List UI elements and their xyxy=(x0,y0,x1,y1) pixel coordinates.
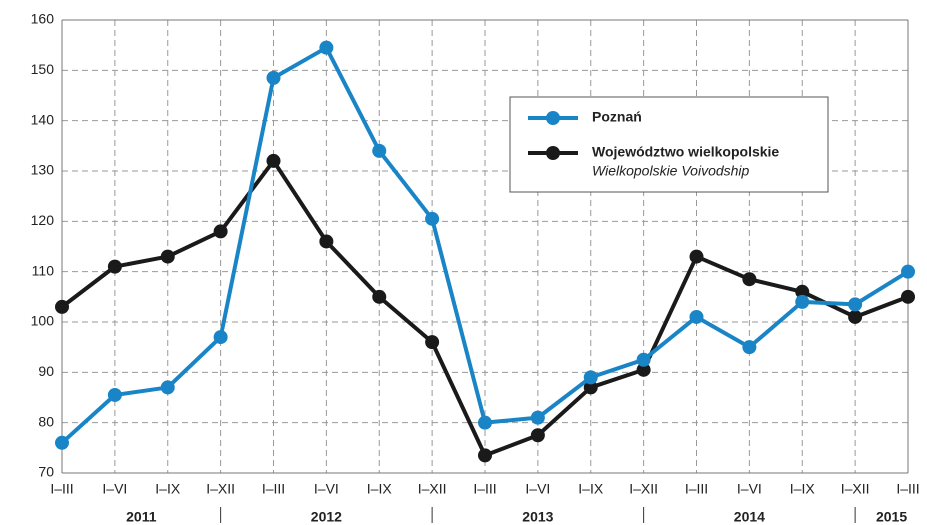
series-marker xyxy=(795,284,810,299)
x-tick-label: I–III xyxy=(473,481,496,497)
series-marker xyxy=(372,289,387,304)
y-tick-label: 150 xyxy=(31,61,55,77)
legend-label: Poznań xyxy=(592,109,642,125)
series-marker xyxy=(160,249,175,264)
x-tick-label: I–IX xyxy=(155,481,181,497)
year-label: 2014 xyxy=(734,509,765,525)
x-tick-label: I–IX xyxy=(790,481,816,497)
x-tick-label: I–IX xyxy=(578,481,604,497)
x-tick-label: I–XII xyxy=(629,481,658,497)
series-marker xyxy=(160,380,175,395)
series-marker xyxy=(530,410,545,425)
x-tick-label: I–VI xyxy=(525,481,550,497)
x-tick-label: I–IX xyxy=(367,481,393,497)
series-marker xyxy=(55,435,69,450)
series-marker xyxy=(55,299,69,314)
series-marker xyxy=(530,428,545,443)
series-marker xyxy=(742,340,757,355)
x-tick-label: I–XII xyxy=(206,481,235,497)
series-marker xyxy=(848,309,863,324)
series-marker xyxy=(425,211,440,226)
x-tick-label: I–III xyxy=(262,481,285,497)
y-tick-label: 120 xyxy=(31,212,55,228)
series-marker xyxy=(636,362,651,377)
series-marker xyxy=(107,259,122,274)
year-label: 2011 xyxy=(126,509,157,525)
x-tick-label: I–VI xyxy=(737,481,762,497)
series-marker xyxy=(583,370,598,385)
legend-swatch-marker xyxy=(546,111,560,125)
series-marker xyxy=(266,70,281,85)
series-marker xyxy=(583,380,598,395)
series-marker xyxy=(478,448,492,463)
y-tick-label: 160 xyxy=(31,11,55,27)
series-marker xyxy=(478,415,492,430)
series-marker xyxy=(742,272,757,287)
series-marker xyxy=(689,309,704,324)
year-label: 2015 xyxy=(876,509,907,525)
x-tick-label: I–XII xyxy=(841,481,870,497)
series-marker xyxy=(795,294,810,309)
x-tick-label: I–III xyxy=(50,481,73,497)
y-tick-label: 70 xyxy=(38,464,54,480)
legend-swatch-marker xyxy=(546,146,560,160)
series-marker xyxy=(636,352,651,367)
x-tick-label: I–III xyxy=(685,481,708,497)
series-marker xyxy=(319,234,334,249)
y-tick-label: 80 xyxy=(38,413,54,429)
year-label: 2013 xyxy=(522,509,553,525)
series-marker xyxy=(901,289,915,304)
series-marker xyxy=(213,330,228,345)
series-marker xyxy=(372,143,387,158)
series-marker xyxy=(848,297,863,312)
series-marker xyxy=(689,249,704,264)
y-tick-label: 110 xyxy=(32,262,55,278)
x-tick-label: I–III xyxy=(896,481,919,497)
series-marker xyxy=(901,264,915,279)
y-tick-label: 100 xyxy=(31,313,55,329)
y-tick-label: 130 xyxy=(31,162,55,178)
legend-box xyxy=(509,96,829,193)
y-tick-label: 90 xyxy=(38,363,54,379)
legend-sublabel: Wielkopolskie Voivodship xyxy=(592,163,750,179)
year-label: 2012 xyxy=(311,509,342,525)
x-tick-label: I–VI xyxy=(102,481,127,497)
series-marker xyxy=(266,153,281,168)
y-tick-label: 140 xyxy=(31,111,55,127)
legend-label: Województwo wielkopolskie xyxy=(592,144,779,160)
series-marker xyxy=(213,224,228,239)
series-marker xyxy=(107,387,122,402)
series-marker xyxy=(425,335,440,350)
x-tick-label: I–VI xyxy=(314,481,339,497)
series-marker xyxy=(319,40,334,55)
x-tick-label: I–XII xyxy=(418,481,447,497)
